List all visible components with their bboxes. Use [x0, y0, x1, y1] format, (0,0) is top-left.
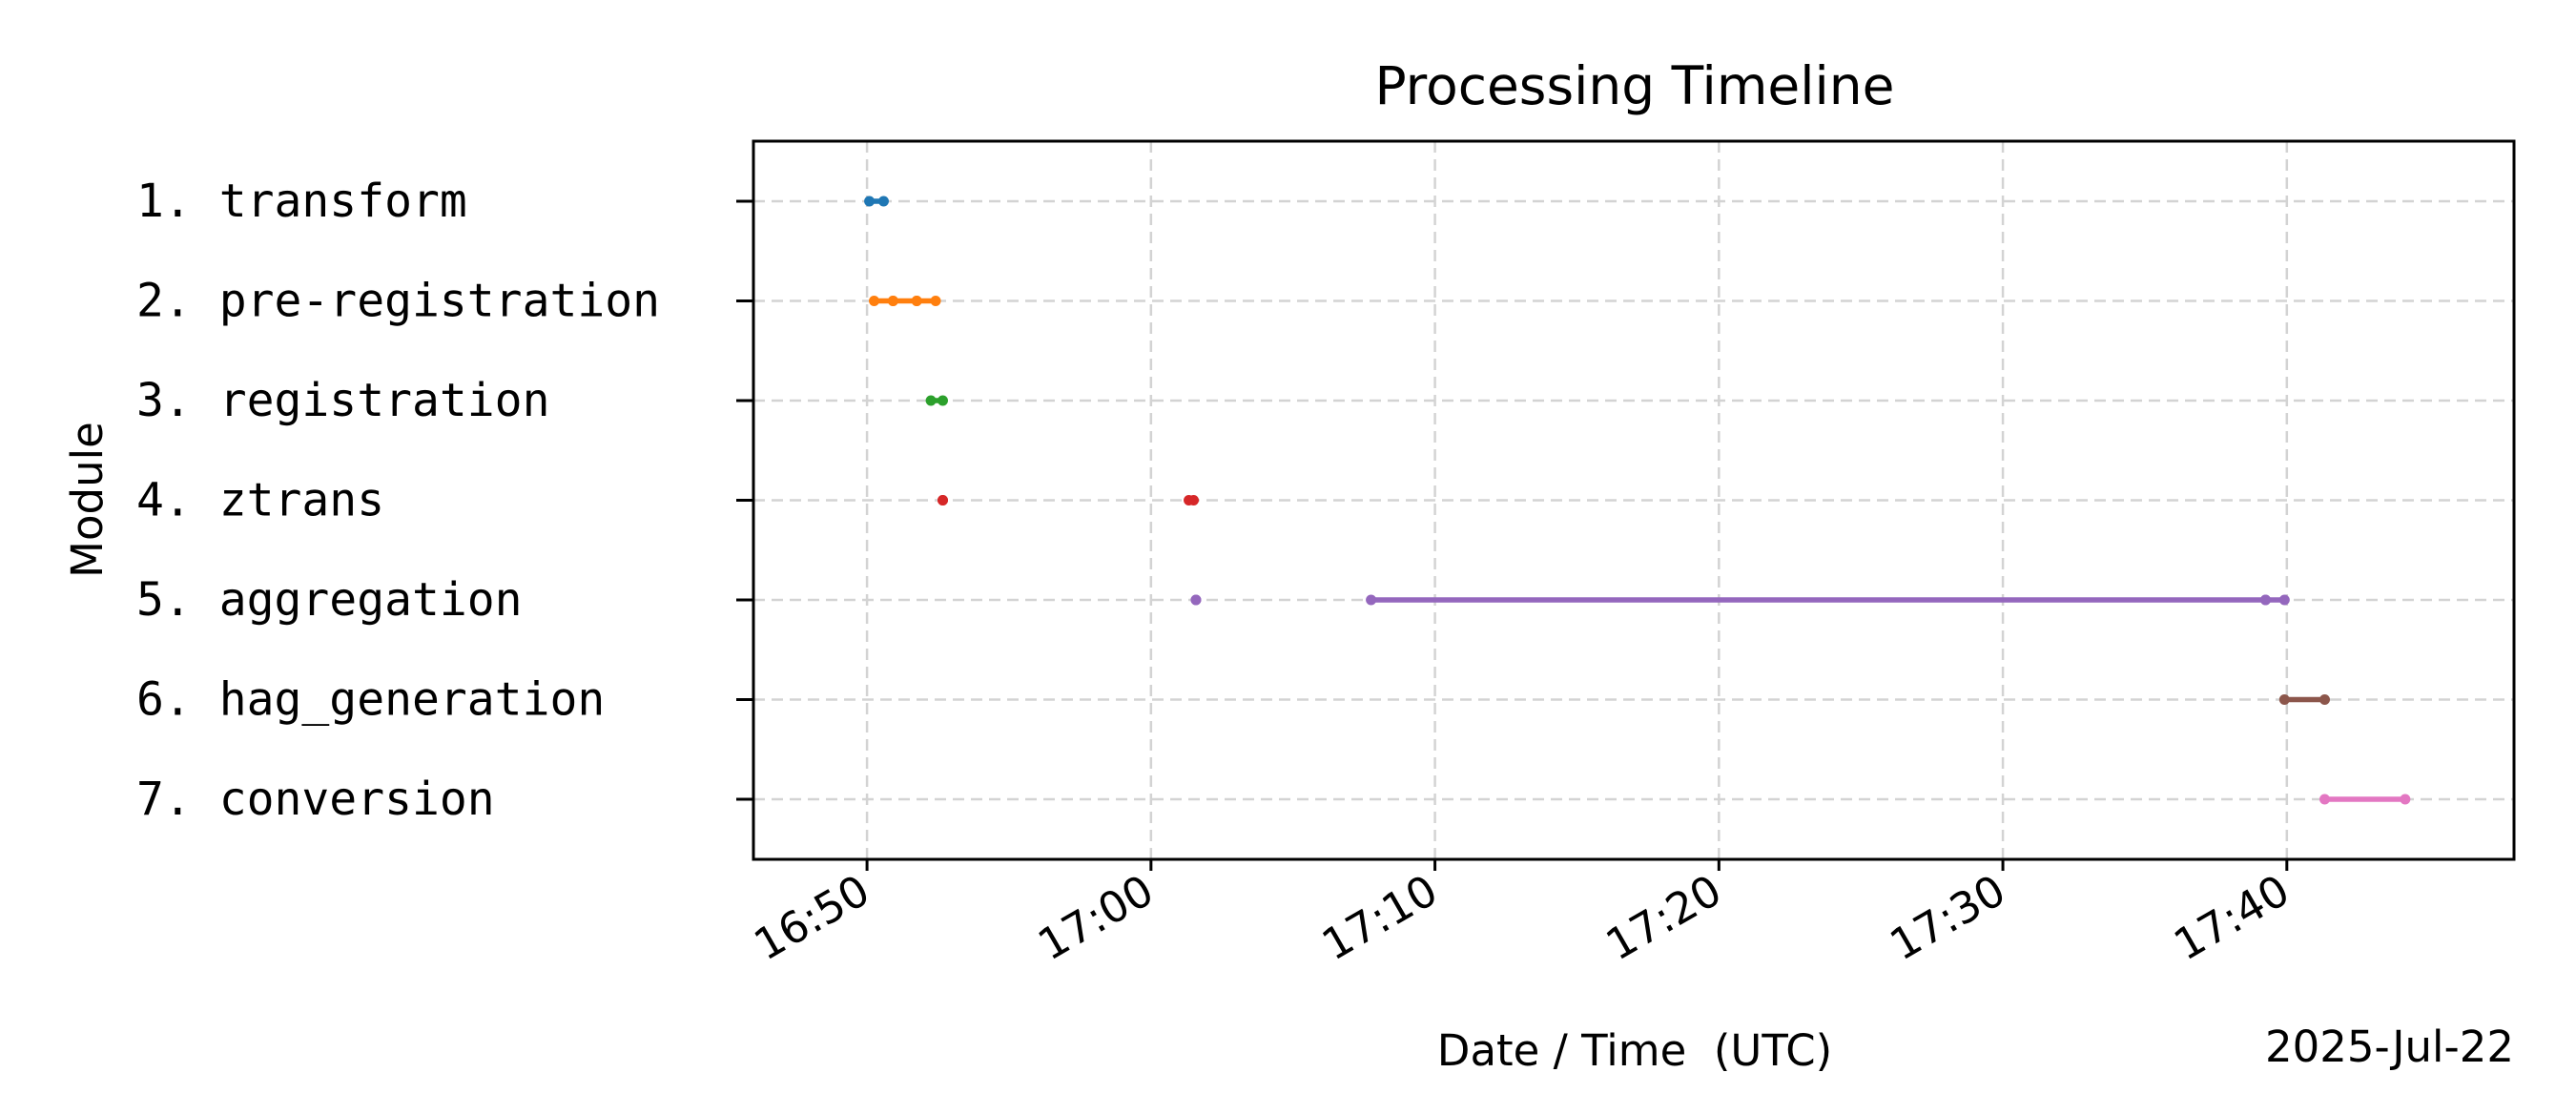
date-label: 2025-Jul-22 [2265, 1021, 2514, 1072]
end-point [937, 395, 948, 406]
end-point [2400, 794, 2411, 805]
end-point [930, 296, 941, 306]
x-tick-label: 17:40 [2165, 865, 2298, 971]
module-label: 7. conversion [136, 773, 495, 826]
start-point [2278, 694, 2290, 705]
start-point [1366, 594, 1377, 606]
end-point [1188, 495, 1199, 505]
module-series [869, 296, 941, 306]
end-point [2278, 594, 2290, 606]
x-tick-label: 17:20 [1597, 865, 1730, 971]
end-point [877, 196, 889, 207]
x-tick-label: 16:50 [746, 865, 878, 971]
module-series [864, 196, 889, 207]
x-axis-label: Date / Time (UTC) [1437, 1025, 1832, 1076]
x-tick-label: 17:00 [1030, 865, 1163, 971]
module-series [937, 495, 1199, 505]
module-series [925, 395, 948, 406]
module-label: 1. transform [136, 175, 467, 228]
x-tick-label: 17:10 [1313, 865, 1446, 971]
module-label: 4. ztrans [136, 474, 384, 527]
start-point [869, 296, 880, 306]
module-series [2278, 694, 2331, 705]
module-label: 3. registration [136, 374, 549, 427]
chart-title: Processing Timeline [1374, 55, 1894, 116]
end-point [1190, 594, 1202, 606]
module-series [1190, 594, 2290, 606]
module-label: 2. pre-registration [136, 275, 660, 328]
start-point [925, 395, 937, 406]
start-point [887, 296, 898, 306]
y-axis-label: Module [62, 422, 113, 578]
series-layer [864, 196, 2411, 805]
start-point [864, 196, 876, 207]
end-point [937, 495, 948, 505]
module-label: 6. hag_generation [136, 673, 605, 727]
module-label: 5. aggregation [136, 573, 523, 627]
end-point [2319, 694, 2331, 705]
module-series [2319, 794, 2411, 805]
start-point [2319, 794, 2331, 805]
x-tick-label: 17:30 [1882, 865, 2014, 971]
y-axis: 1. transform 2. pre-registration 3. regist… [136, 175, 753, 826]
start-point [911, 296, 922, 306]
start-point [2259, 594, 2271, 606]
grid-lines [753, 141, 2514, 859]
x-axis: 16:50 17:00 17:10 17:20 17:30 17:40 [746, 859, 2298, 970]
